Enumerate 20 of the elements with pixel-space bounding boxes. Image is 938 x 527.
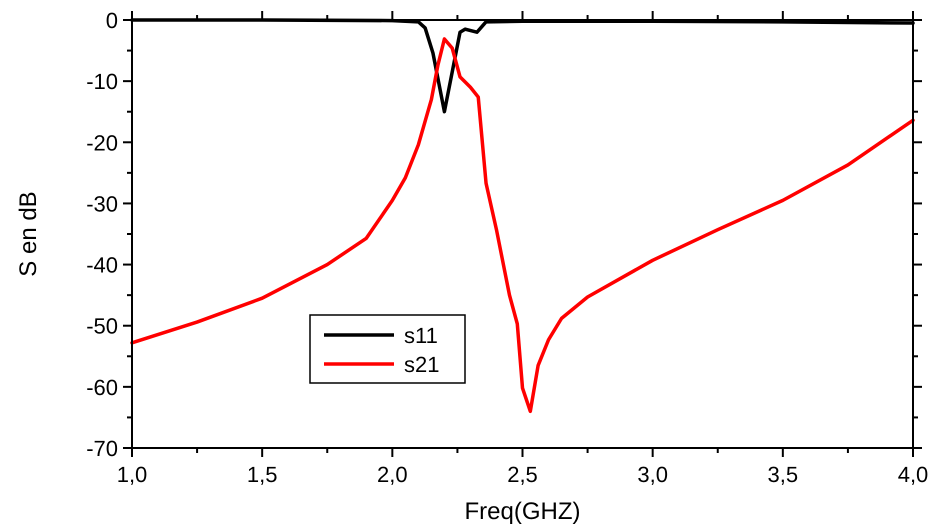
x-tick-label: 2,5 bbox=[507, 462, 538, 487]
x-tick-label: 1,0 bbox=[116, 462, 148, 487]
x-tick-label: 4,0 bbox=[898, 462, 928, 487]
y-tick-label: -60 bbox=[86, 374, 118, 400]
x-tick-label: 1,5 bbox=[246, 462, 278, 487]
x-axis-title: Freq(GHZ) bbox=[464, 498, 580, 525]
x-tick-label: 2,0 bbox=[377, 462, 408, 487]
x-tick-label: 3,5 bbox=[768, 462, 798, 487]
x-tick-label: 3,0 bbox=[637, 462, 668, 487]
y-tick-label: -20 bbox=[86, 130, 118, 156]
legend-label: s21 bbox=[404, 352, 440, 377]
y-tick-label: -40 bbox=[86, 252, 118, 278]
y-tick-label: -30 bbox=[86, 191, 118, 216]
y-tick-label: 0 bbox=[106, 8, 118, 33]
y-tick-label: -10 bbox=[86, 69, 118, 94]
legend-label: s11 bbox=[404, 323, 438, 348]
y-axis-title: S en dB bbox=[15, 191, 42, 277]
y-tick-label: -50 bbox=[86, 314, 118, 339]
y-tick-label: -70 bbox=[86, 436, 118, 461]
line-series bbox=[130, 37, 915, 414]
